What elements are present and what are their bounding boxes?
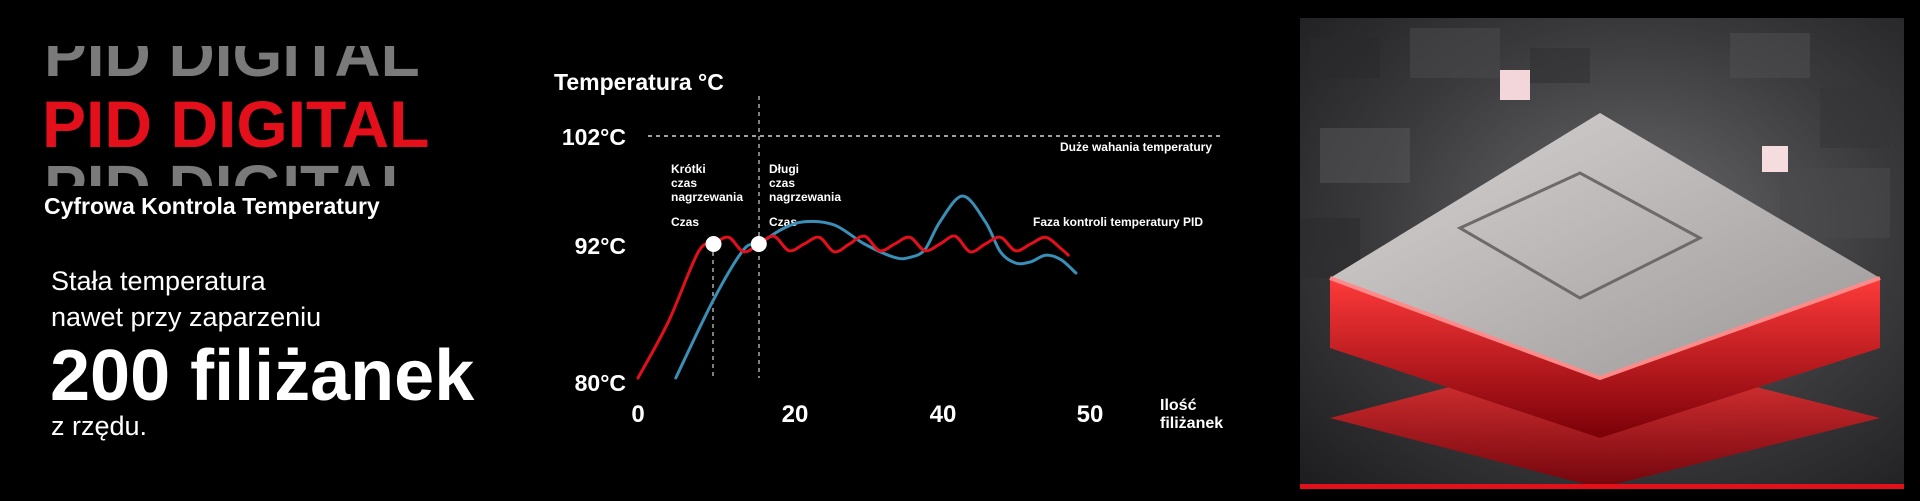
chip-top xyxy=(1330,113,1880,378)
ghost-title-top: PID DIGITAL xyxy=(44,46,420,86)
marker-label-short-1: Krótki xyxy=(671,162,706,176)
background-blocks xyxy=(1300,28,1890,278)
chip-illustration xyxy=(1300,18,1904,489)
x-tick-0: 0 xyxy=(631,401,644,428)
x-axis-title-2: filiżanek xyxy=(1160,415,1223,432)
glow-cube-1 xyxy=(1500,70,1530,100)
glow-cube-2 xyxy=(1762,146,1788,172)
branding-panel: PID DIGITAL PID DIGITAL PID DIGITAL Cyfr… xyxy=(0,0,520,501)
y-tick-80: 80°C xyxy=(575,370,626,396)
marker-dot-short xyxy=(705,236,722,252)
x-tick-20: 20 xyxy=(782,401,809,428)
marker-label-short-2: czas xyxy=(671,176,697,190)
y-tick-92: 92°C xyxy=(575,233,626,259)
accent-stripe xyxy=(1300,484,1904,489)
chip-illustration-svg xyxy=(1300,28,1904,489)
y-axis-title: Temperatura °C xyxy=(554,69,724,95)
series-line-blue xyxy=(674,194,1078,380)
product-subtitle: Cyfrowa Kontrola Temperatury xyxy=(44,193,380,219)
marker-dot-long xyxy=(750,236,767,252)
ghost-title-bottom: PID DIGITAL xyxy=(44,156,420,186)
marker-time-short: Czas xyxy=(671,215,699,229)
marker-label-short-3: nagrzewania xyxy=(671,190,743,204)
marker-label-long-1: Długi xyxy=(769,162,799,176)
x-axis-title-1: Ilość xyxy=(1160,397,1197,414)
series-line-red xyxy=(636,234,1070,380)
claim-highlight: 200 filiżanek xyxy=(50,336,475,416)
claim-line-1: Stała temperatura xyxy=(51,266,266,296)
chip-logo-outline xyxy=(1456,171,1704,300)
reference-line-label: Duże wahania temperatury xyxy=(1060,140,1212,154)
chart-svg: Temperatura °C Duże wahania temperatury … xyxy=(554,69,1223,432)
marker-time-long: Czas xyxy=(769,215,797,229)
marker-label-long-3: nagrzewania xyxy=(769,190,841,204)
x-tick-50: 50 xyxy=(1077,401,1104,428)
pid-phase-annotation: Faza kontroli temperatury PID xyxy=(1033,215,1203,229)
marker-label-long-2: czas xyxy=(769,176,795,190)
chip-glow-edge xyxy=(1329,276,1881,381)
temperature-chart: Temperatura °C Duże wahania temperatury … xyxy=(520,0,1240,501)
y-tick-102: 102°C xyxy=(562,124,626,150)
x-tick-40: 40 xyxy=(930,401,957,428)
claim-line-2: nawet przy zaparzeniu xyxy=(51,302,322,332)
claim-line-3: z rzędu. xyxy=(51,411,148,441)
product-title: PID DIGITAL xyxy=(42,87,430,161)
